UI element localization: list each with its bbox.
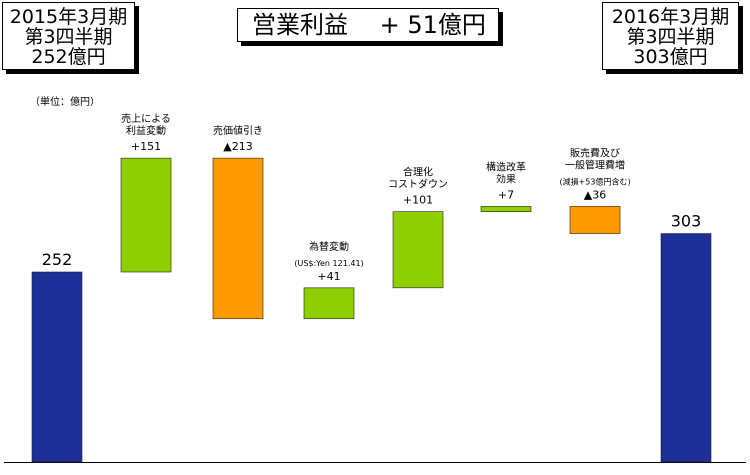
category-label-4-1: コストダウン (388, 178, 448, 191)
end-period-value: 303億円 (633, 46, 708, 68)
category-label-1-0: 売上による (121, 112, 171, 125)
end-period-box: 2016年3月期 第3四半期 303億円 (602, 2, 739, 70)
bar-2 (212, 157, 264, 320)
category-label-4-0: 合理化 (403, 166, 433, 179)
end-period-quarter: 第3四半期 (626, 26, 715, 48)
start-period-box: 2015年3月期 第3四半期 252億円 (2, 2, 135, 70)
value-label-2: ▲213 (223, 140, 252, 153)
unit-label: （単位：億円） (30, 97, 100, 108)
category-label-3-0: 為替変動 (309, 240, 349, 253)
category-label-6-0: 販売費及び (570, 146, 620, 159)
category-label-6-1: 一般管理費増 (565, 158, 625, 171)
sub-label-3: (US$:Yen 121.41) (294, 259, 363, 268)
bar-6 (569, 206, 621, 234)
bar-1 (120, 157, 172, 273)
value-label-3: +41 (317, 270, 340, 283)
chart-title: 営業利益 + 51億円 (237, 8, 499, 42)
category-label-2-0: 売価値引き (213, 124, 263, 137)
value-label-4: +101 (403, 194, 433, 207)
bar-3 (303, 287, 355, 320)
start-period-year: 2015年3月期 (9, 6, 128, 28)
value-label-6: ▲36 (584, 188, 606, 201)
bar-5 (480, 206, 532, 212)
bar-7 (660, 233, 712, 463)
value-label-1: +151 (131, 140, 161, 153)
value-label-0: 252 (42, 250, 73, 269)
category-label-5-0: 構造改革 (486, 160, 526, 173)
category-label-1-1: 利益変動 (126, 124, 166, 137)
category-label-5-1: 効果 (496, 172, 516, 185)
start-period-value: 252億円 (31, 46, 106, 68)
bar-0 (31, 271, 83, 463)
value-label-5: +7 (498, 188, 514, 201)
sub-label-6: (減損+53億円含む) (559, 176, 630, 186)
bar-4 (392, 211, 444, 289)
start-period-quarter: 第3四半期 (24, 26, 113, 48)
end-period-year: 2016年3月期 (611, 6, 730, 28)
value-label-7: 303 (671, 212, 702, 231)
